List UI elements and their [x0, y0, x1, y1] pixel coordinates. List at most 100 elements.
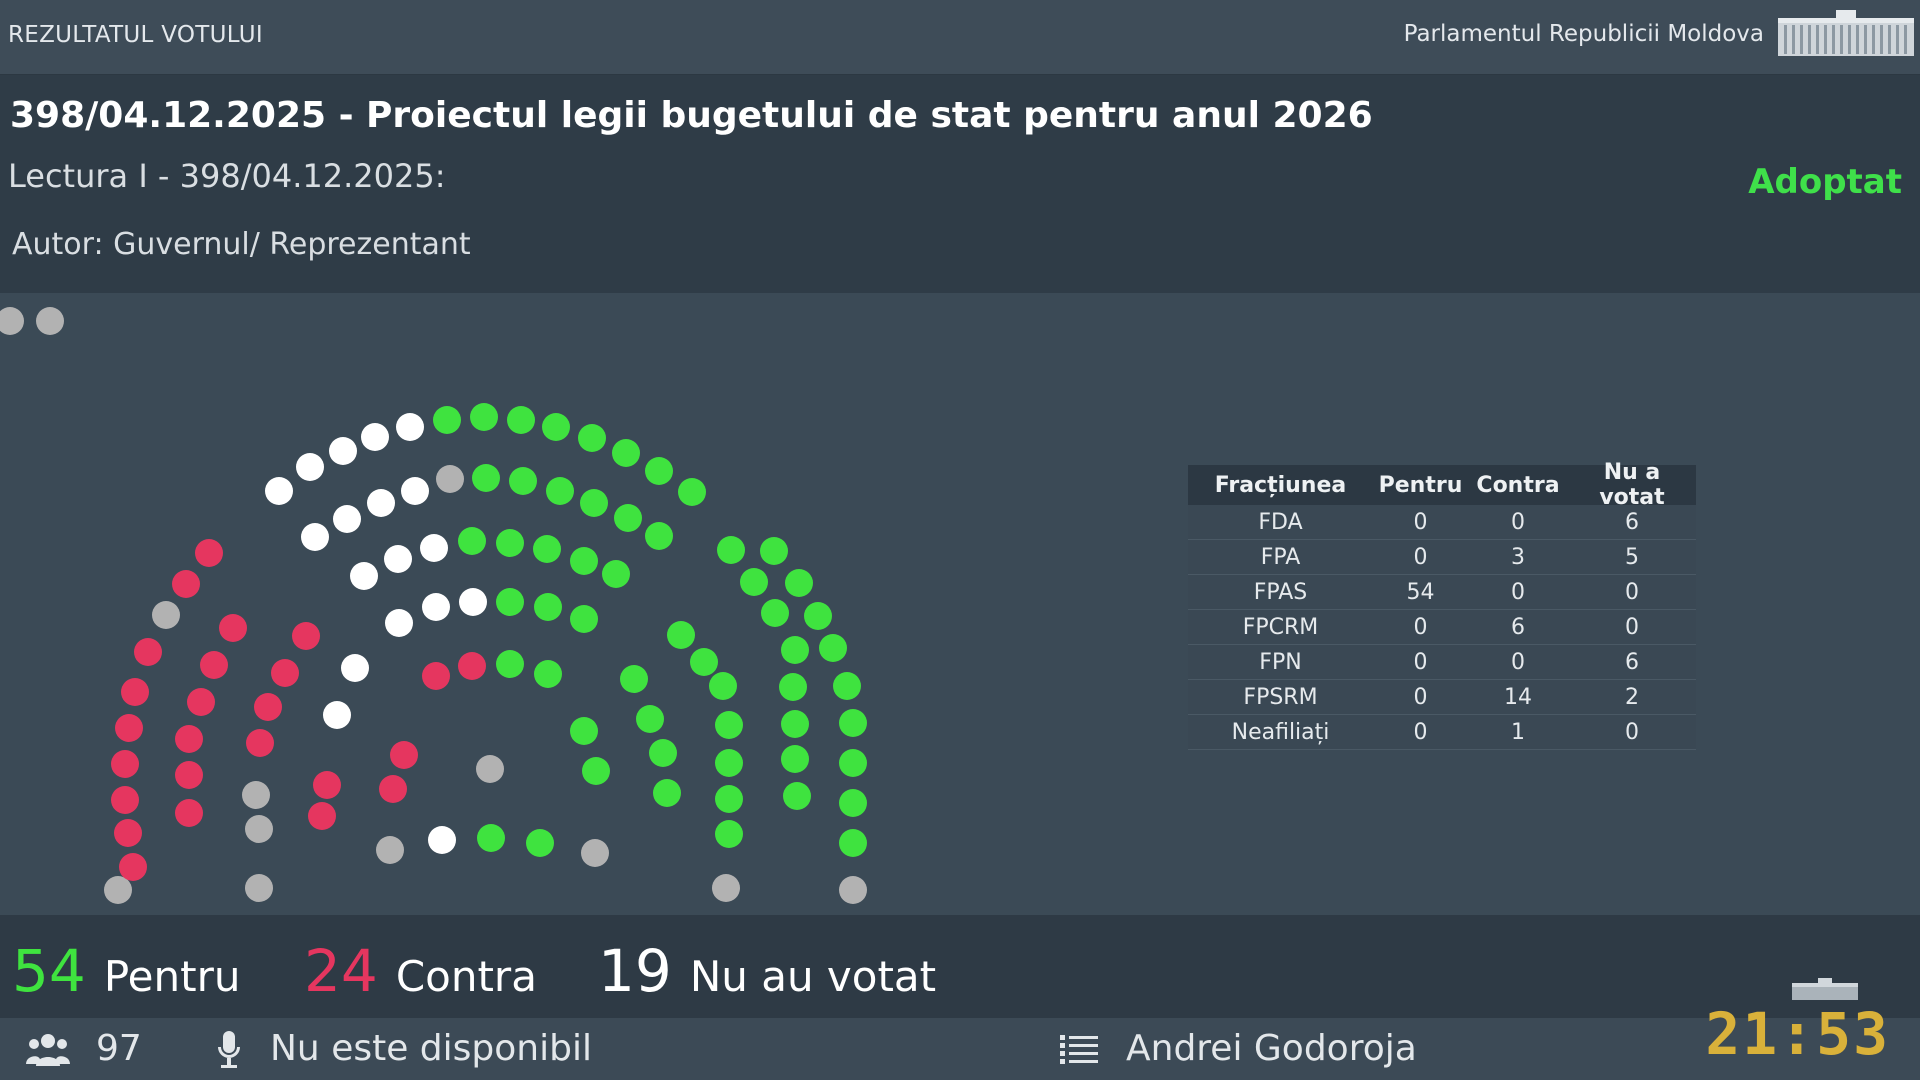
seat-pentru: [433, 406, 461, 434]
seat-pentru: [496, 650, 524, 678]
seat-pentru: [715, 785, 743, 813]
seat-neutral: [459, 588, 487, 616]
seat-pentru: [839, 829, 867, 857]
seat-neutral: [323, 701, 351, 729]
seat-contra: [172, 570, 200, 598]
seat-neutral: [422, 593, 450, 621]
cell-contra: 0: [1511, 509, 1525, 535]
seat-pentru: [526, 829, 554, 857]
cell-pentru: 54: [1406, 579, 1435, 605]
seat-contra: [111, 750, 139, 778]
seat-pentru: [582, 757, 610, 785]
seat-pentru: [645, 457, 673, 485]
cell-faction: FPA: [1260, 544, 1301, 570]
absent-count: 19: [598, 937, 672, 1005]
seat-pentru: [546, 477, 574, 505]
seat-pentru: [839, 709, 867, 737]
top-bar: REZULTATUL VOTULUI Parlamentul Republici…: [0, 0, 1920, 75]
seat-contra: [134, 638, 162, 666]
seat-absent: [476, 755, 504, 783]
seat-pentru: [781, 745, 809, 773]
seat-neutral: [384, 545, 412, 573]
seat-pentru: [507, 406, 535, 434]
cell-faction: FPCRM: [1242, 614, 1319, 640]
seat-pentru: [781, 636, 809, 664]
seat-contra: [219, 614, 247, 642]
seat-pentru: [534, 593, 562, 621]
seat-contra: [121, 678, 149, 706]
speaker-status: Nu este disponibil: [270, 1028, 592, 1069]
col-header-faction: Fracțiunea: [1214, 472, 1347, 498]
seat-pentru: [779, 673, 807, 701]
cell-absent: 6: [1625, 509, 1639, 535]
seat-neutral: [361, 423, 389, 451]
seat-contra: [114, 819, 142, 847]
seat-absent: [245, 874, 273, 902]
table-row: FDA 0 0 6: [1188, 505, 1696, 540]
seat-neutral: [341, 654, 369, 682]
seat-contra: [292, 622, 320, 650]
seat-chart: [0, 307, 867, 904]
present-count: 97: [96, 1028, 142, 1069]
seat-pentru: [509, 467, 537, 495]
seat-pentru: [715, 711, 743, 739]
vote-header: 398/04.12.2025 - Proiectul legii bugetul…: [0, 75, 1920, 293]
seat-neutral: [329, 437, 357, 465]
list-icon: [1060, 1035, 1098, 1064]
seat-pentru: [781, 710, 809, 738]
vote-totals: 54 Pentru 24 Contra 19 Nu au votat: [0, 915, 1920, 1018]
total-contra: 24 Contra: [304, 937, 537, 1005]
pentru-label: Pentru: [103, 952, 241, 1001]
cell-absent: 0: [1625, 719, 1639, 745]
seat-contra: [115, 714, 143, 742]
seat-pentru: [458, 527, 486, 555]
cell-pentru: 0: [1413, 544, 1428, 570]
seat-absent: [376, 836, 404, 864]
total-pentru: 54 Pentru: [12, 937, 240, 1005]
seat-pentru: [578, 424, 606, 452]
seat-neutral: [296, 453, 324, 481]
seat-pentru: [740, 568, 768, 596]
seat-contra: [458, 652, 486, 680]
seat-absent: [245, 815, 273, 843]
pentru-count: 54: [12, 937, 86, 1005]
seat-pentru: [602, 560, 630, 588]
col-header-contra: Contra: [1476, 472, 1560, 498]
page-title: 398/04.12.2025 - Proiectul legii bugetul…: [10, 95, 1373, 136]
seat-neutral: [396, 413, 424, 441]
table-header: Fracțiunea Pentru Contra Nu a votat: [1188, 460, 1696, 510]
seat-absent: [0, 307, 24, 335]
cell-contra: 6: [1511, 614, 1525, 640]
seat-contra: [119, 853, 147, 881]
seat-absent: [839, 876, 867, 904]
seat-contra: [422, 662, 450, 690]
seat-pentru: [472, 464, 500, 492]
seat-pentru: [761, 599, 789, 627]
seat-absent: [712, 874, 740, 902]
cell-contra: 0: [1511, 649, 1525, 675]
cell-absent: 0: [1625, 579, 1639, 605]
seat-pentru: [477, 824, 505, 852]
seat-pentru: [717, 536, 745, 564]
seat-pentru: [580, 489, 608, 517]
cell-absent: 6: [1625, 649, 1639, 675]
seat-pentru: [760, 537, 788, 565]
seat-contra: [379, 775, 407, 803]
table-row: FPA 0 3 5: [1188, 540, 1696, 575]
cell-pentru: 0: [1413, 719, 1428, 745]
seat-pentru: [496, 588, 524, 616]
seat-contra: [195, 539, 223, 567]
seat-pentru: [667, 621, 695, 649]
status-badge: Adoptat: [1748, 162, 1902, 202]
contra-label: Contra: [395, 952, 537, 1001]
seat-absent: [242, 781, 270, 809]
seat-absent: [581, 839, 609, 867]
seat-pentru: [783, 782, 811, 810]
reading-label: Lectura I - 398/04.12.2025:: [8, 157, 446, 195]
seat-pentru: [653, 779, 681, 807]
cell-contra: 0: [1511, 579, 1525, 605]
parliament-name: Parlamentul Republicii Moldova: [1403, 21, 1764, 47]
status-footer: 97 Nu este disponibil Andrei Godoroja: [0, 1018, 1920, 1080]
faction-table: Fracțiunea Pentru Contra Nu a votat FDA …: [1188, 460, 1696, 750]
table-row: FPAS 54 0 0: [1188, 575, 1696, 610]
